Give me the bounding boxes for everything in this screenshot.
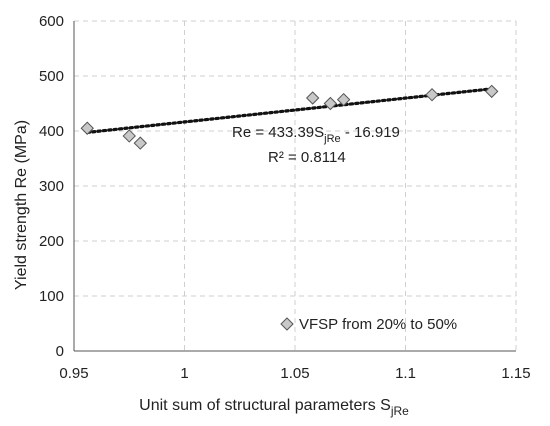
x-tick-label: 1.15 <box>501 365 530 382</box>
data-point <box>80 121 94 135</box>
axes <box>73 21 516 352</box>
r-squared-label: R² = 0.8114 <box>268 149 346 166</box>
y-tick-label: 600 <box>39 13 64 30</box>
trendline <box>85 87 494 135</box>
x-tick-labels: 0.95 1 1.05 1.1 1.15 <box>59 365 530 382</box>
y-tick-label: 0 <box>56 343 64 360</box>
y-axis-title: Yield strength Re (MPa) <box>13 120 30 290</box>
grid-lines <box>74 20 517 351</box>
data-point <box>323 96 338 111</box>
data-point <box>122 129 136 143</box>
legend: VFSP from 20% to 50% <box>280 316 457 333</box>
data-point <box>305 91 320 105</box>
legend-label: VFSP from 20% to 50% <box>299 316 457 333</box>
data-point <box>425 87 439 102</box>
x-tick-label: 1.1 <box>395 365 416 382</box>
regression-equation: Re = 433.39SjRe - 16.919 <box>232 124 400 145</box>
y-tick-label: 400 <box>39 123 64 140</box>
data-point <box>336 92 351 107</box>
y-tick-labels: 0 100 200 300 400 500 600 <box>39 13 64 360</box>
data-points <box>80 84 499 150</box>
x-axis-title: Unit sum of structural parameters SjRe <box>139 397 409 418</box>
y-tick-label: 500 <box>39 68 64 85</box>
data-point <box>484 84 499 99</box>
x-tick-label: 1 <box>180 365 188 382</box>
y-tick-label: 100 <box>39 288 64 305</box>
y-tick-label: 300 <box>39 178 64 195</box>
legend-marker-diamond <box>280 317 294 331</box>
data-point <box>133 136 148 150</box>
x-tick-label: 1.05 <box>280 365 309 382</box>
x-tick-label: 0.95 <box>59 365 88 382</box>
y-tick-label: 200 <box>39 233 64 250</box>
